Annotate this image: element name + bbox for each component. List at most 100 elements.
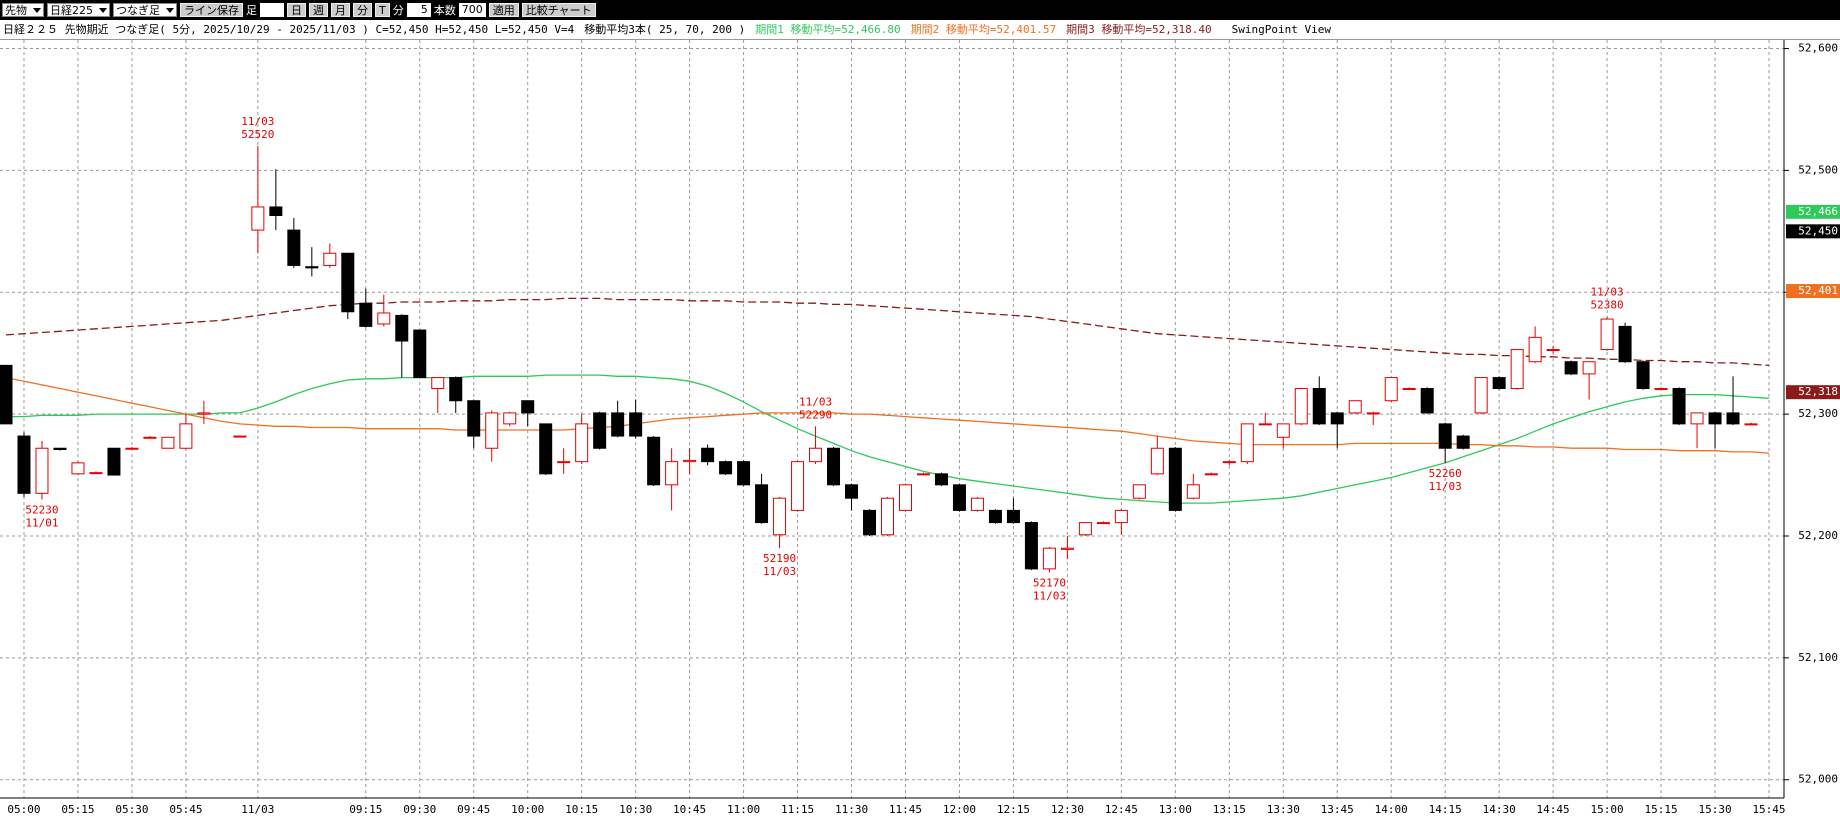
series-select[interactable]: つなぎ足 (113, 3, 177, 17)
candle-body (413, 329, 427, 379)
candle-body (1636, 361, 1650, 390)
monthly-button[interactable]: 月 (331, 3, 350, 17)
x-tick-label: 12:00 (943, 803, 976, 816)
daily-button[interactable]: 日 (287, 3, 306, 17)
price-tag-label: 52,450 (1798, 224, 1838, 237)
x-tick-label: 15:30 (1698, 803, 1731, 816)
candle-body (1204, 473, 1218, 476)
minute-button[interactable]: 分 (353, 3, 372, 17)
x-tick-label: 09:30 (403, 803, 436, 816)
candle-body (970, 497, 984, 511)
candle-body (1222, 461, 1236, 464)
market-select[interactable]: 先物 (2, 3, 44, 17)
candle-body (1348, 400, 1362, 414)
swing-price: 52230 (25, 503, 58, 516)
swing-date: 11/03 (763, 565, 796, 578)
candle-body (125, 447, 139, 450)
candle-body (1168, 447, 1182, 511)
candle-body (1366, 412, 1380, 415)
candle-body (611, 412, 625, 437)
info-bar: 日経２２５ 先物期近 つなぎ足( 5分, 2025/10/29 - 2025/1… (0, 20, 1840, 40)
candle-body (251, 206, 265, 231)
swing-price: 52380 (1591, 299, 1624, 312)
count-input[interactable]: 700 (458, 3, 486, 17)
candle-body (449, 377, 463, 402)
x-tick-label: 10:00 (511, 803, 544, 816)
candle-body (431, 377, 445, 390)
candle-body (755, 484, 769, 524)
x-tick-label: 11:45 (889, 803, 922, 816)
x-tick-label: 14:00 (1375, 803, 1408, 816)
candle-body (1024, 522, 1038, 570)
candle-body (521, 400, 535, 414)
candle-body (1294, 388, 1308, 425)
candle-body (557, 461, 571, 464)
symbol-select[interactable]: 日経225 (47, 3, 110, 17)
candle-body (701, 447, 715, 463)
x-tick-label: 13:45 (1321, 803, 1354, 816)
x-tick-label: 10:15 (565, 803, 598, 816)
candle-body (1564, 361, 1578, 375)
dropdown-arrow (33, 7, 41, 13)
legend-entry: 期間1 移動平均=52,466.80 (755, 23, 901, 36)
market-text: 先物 (5, 4, 27, 17)
toolbar: 先物 日経225 つなぎ足 ライン保存 足 日 週 月 分 T 分 5 本数 7… (0, 0, 1840, 20)
weekly-button[interactable]: 週 (309, 3, 328, 17)
x-tick-label: 11:00 (727, 803, 760, 816)
candle-body (665, 461, 679, 486)
y-tick-label: 52,200 (1798, 529, 1838, 542)
candle-body (1042, 547, 1056, 570)
candle-body (1186, 484, 1200, 499)
candle-body (1528, 336, 1542, 363)
compare-chart-button[interactable]: 比較チャート (521, 3, 596, 17)
save-lines-button[interactable]: ライン保存 (180, 3, 243, 17)
candle-body (71, 462, 85, 475)
candle-body (359, 302, 373, 327)
candle-body (988, 509, 1002, 524)
candle-body (737, 461, 751, 486)
candle-body (233, 435, 247, 438)
apply-button[interactable]: 適用 (488, 3, 519, 17)
x-tick-label: 05:30 (115, 803, 148, 816)
y-tick-label: 52,600 (1798, 42, 1838, 55)
y-tick-label: 52,500 (1798, 163, 1838, 176)
swing-price: 52190 (763, 552, 796, 565)
price-tag-label: 52,401 (1798, 284, 1838, 297)
bar-input[interactable] (260, 3, 284, 17)
candle-body (287, 229, 301, 266)
x-tick-label: 11/03 (241, 803, 274, 816)
minute-label: 分 (392, 4, 404, 17)
x-tick-label: 14:45 (1537, 803, 1570, 816)
candle-body (305, 266, 319, 269)
candle-body (1492, 377, 1506, 390)
candle-body (629, 412, 643, 437)
x-tick-label: 14:30 (1483, 803, 1516, 816)
swing-date: 11/01 (25, 516, 58, 529)
legend-entry: 期間2 移動平均=52,401.57 (910, 23, 1057, 36)
ma-settings: 移動平均3本( 25, 70, 200 ) (584, 23, 746, 36)
x-tick-label: 11:15 (781, 803, 814, 816)
x-tick-label: 15:15 (1644, 803, 1677, 816)
x-tick-label: 11:30 (835, 803, 868, 816)
swing-price: 52170 (1033, 577, 1066, 590)
candle-body (773, 497, 787, 536)
candle-body (395, 314, 409, 342)
x-tick-label: 12:30 (1051, 803, 1084, 816)
minute-input[interactable]: 5 (406, 3, 431, 17)
legend-entry: 期間3 移動平均=52,318.40 (1066, 23, 1212, 36)
legend: 期間1 移動平均=52,466.80 期間2 移動平均=52,401.57 期間3 … (755, 23, 1221, 36)
candle-body (1510, 349, 1524, 390)
candle-body (485, 412, 499, 449)
moving-average-line (5, 297, 1770, 367)
candle-body (1546, 349, 1560, 352)
candle-body (1654, 388, 1668, 391)
price-tag (1786, 385, 1840, 400)
candle-body (575, 423, 589, 463)
candle-body (1330, 412, 1344, 425)
chart: 52,00052,10052,20052,30052,40052,50052,6… (0, 40, 1840, 816)
tick-button[interactable]: T (375, 3, 390, 17)
candle-body (341, 252, 355, 313)
bar-label: 足 (246, 4, 257, 17)
candle-body (89, 472, 103, 475)
